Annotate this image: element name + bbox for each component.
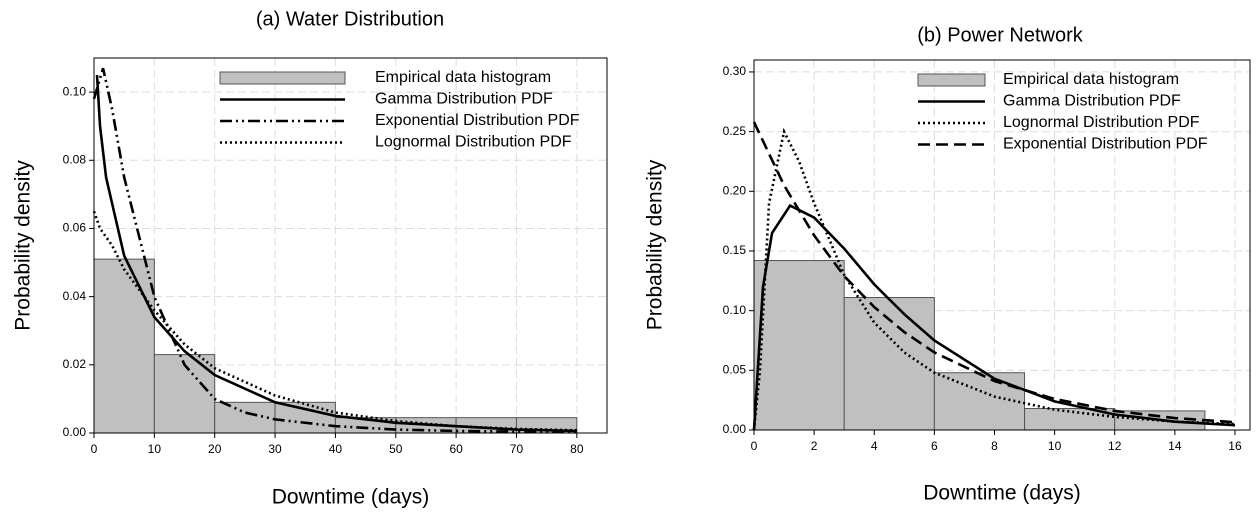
pdf-curve <box>92 67 577 434</box>
x-tick-label: 0 <box>751 439 758 453</box>
plot-frame <box>753 59 1251 431</box>
x-tick-label: 30 <box>268 442 282 456</box>
pdf-curve <box>752 127 1236 431</box>
x-tick-label: 8 <box>991 439 998 453</box>
y-axis-label: Probability density <box>12 160 35 331</box>
x-tick-label: 6 <box>931 439 938 453</box>
legend-swatch <box>219 71 346 85</box>
y-axis-label: Probability density <box>644 159 667 330</box>
x-axis-label: Downtime (days) <box>923 482 1081 505</box>
y-tick-label: 0.05 <box>723 362 747 376</box>
x-tick-label: 16 <box>1228 439 1242 453</box>
x-tick-label: 20 <box>208 442 222 456</box>
y-tick-label: 0.25 <box>723 124 747 138</box>
legend-label: Empirical data histogram <box>1003 71 1179 88</box>
legend-label: Empirical data histogram <box>375 69 551 86</box>
chart-title: (b) Power Network <box>917 24 1084 46</box>
y-tick-label: 0.00 <box>63 425 87 439</box>
legend-swatch <box>917 73 986 87</box>
x-tick-label: 2 <box>811 439 818 453</box>
histogram-bar <box>933 372 1026 431</box>
legend-label: Gamma Distribution PDF <box>1003 93 1181 110</box>
x-axis-label: Downtime (days) <box>272 486 430 509</box>
legend-label: Exponential Distribution PDF <box>1003 136 1208 153</box>
x-tick-label: 10 <box>148 442 162 456</box>
y-tick-label: 0.15 <box>723 243 747 257</box>
histogram-bar <box>843 297 935 431</box>
pdf-curve <box>92 210 577 432</box>
x-tick-label: 80 <box>570 442 584 456</box>
legend-label: Lognormal Distribution PDF <box>1003 114 1200 131</box>
legend-label: Gamma Distribution PDF <box>375 91 553 108</box>
pdf-curve <box>752 121 1236 424</box>
x-tick-label: 70 <box>510 442 524 456</box>
y-tick-label: 0.10 <box>63 84 87 98</box>
y-tick-label: 0.10 <box>723 303 747 317</box>
plot-frame <box>93 57 608 434</box>
y-tick-label: 0.20 <box>723 183 747 197</box>
y-tick-label: 0.30 <box>723 64 747 78</box>
pdf-curve <box>752 203 1236 431</box>
histogram-bar <box>214 401 276 434</box>
x-tick-label: 14 <box>1168 439 1182 453</box>
y-tick-label: 0.08 <box>63 152 87 166</box>
legend-label: Lognormal Distribution PDF <box>375 134 572 151</box>
histogram-bar <box>274 401 336 434</box>
y-tick-label: 0.00 <box>723 422 747 436</box>
y-tick-label: 0.04 <box>63 289 87 303</box>
x-tick-label: 60 <box>449 442 463 456</box>
histogram-bar <box>753 260 845 431</box>
x-tick-label: 0 <box>91 442 98 456</box>
x-tick-label: 4 <box>871 439 878 453</box>
x-tick-label: 50 <box>389 442 403 456</box>
y-tick-label: 0.02 <box>63 357 87 371</box>
x-tick-label: 10 <box>1048 439 1062 453</box>
chart-title: (a) Water Distribution <box>256 8 444 30</box>
histogram-bar <box>93 258 155 434</box>
x-tick-label: 12 <box>1108 439 1122 453</box>
x-tick-label: 40 <box>329 442 343 456</box>
legend-label: Exponential Distribution PDF <box>375 112 580 129</box>
y-tick-label: 0.06 <box>63 221 87 235</box>
